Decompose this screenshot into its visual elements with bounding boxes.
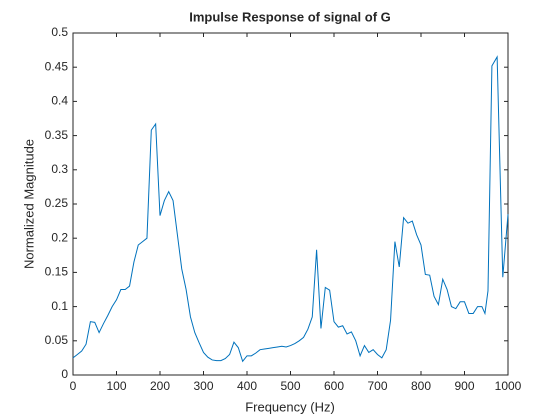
x-axis-label: Frequency (Hz) bbox=[245, 399, 335, 414]
y-tick-label: 0.35 bbox=[45, 128, 69, 142]
x-tick-label: 0 bbox=[70, 379, 77, 393]
x-tick-label: 400 bbox=[237, 379, 257, 393]
x-tick-label: 700 bbox=[367, 379, 387, 393]
y-tick-label: 0 bbox=[61, 367, 68, 381]
x-tick-label: 800 bbox=[411, 379, 431, 393]
x-tick-label: 500 bbox=[280, 379, 300, 393]
x-tick-label: 1000 bbox=[495, 379, 522, 393]
data-line bbox=[72, 55, 509, 363]
chart-title: Impulse Response of signal of G bbox=[189, 9, 391, 24]
y-tick-label: 0.1 bbox=[51, 299, 68, 313]
y-tick-label: 0.2 bbox=[51, 230, 68, 244]
y-tick-label: 0.5 bbox=[51, 25, 68, 39]
y-tick-label: 0.25 bbox=[45, 196, 69, 210]
y-tick-label: 0.4 bbox=[51, 94, 68, 108]
y-tick-label: 0.05 bbox=[45, 333, 69, 347]
x-tick-label: 600 bbox=[324, 379, 344, 393]
x-tick-label: 100 bbox=[106, 379, 126, 393]
y-axis-label: Normalized Magnitude bbox=[21, 139, 36, 269]
y-tick-label: 0.15 bbox=[45, 265, 69, 279]
x-tick-label: 300 bbox=[193, 379, 213, 393]
x-tick-label: 900 bbox=[454, 379, 474, 393]
y-tick-label: 0.3 bbox=[51, 162, 68, 176]
x-tick-label: 200 bbox=[150, 379, 170, 393]
y-tick-label: 0.45 bbox=[45, 59, 69, 73]
